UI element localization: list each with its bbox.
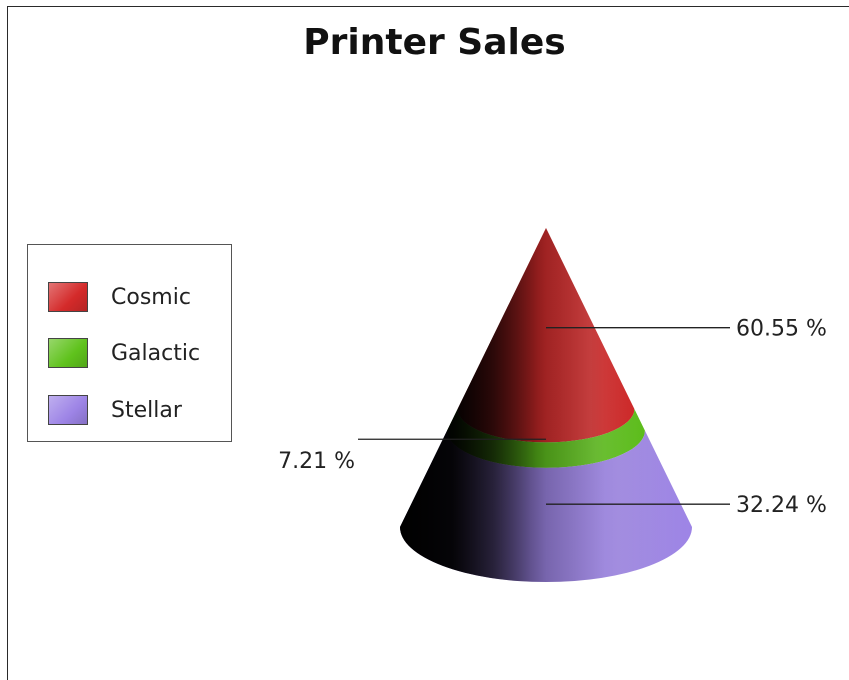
chart-title: Printer Sales <box>303 22 566 63</box>
data-label-galactic: 7.21 % <box>278 449 355 474</box>
legend: Cosmic Galactic Stellar <box>27 244 232 442</box>
data-label-stellar: 32.24 % <box>736 493 827 518</box>
legend-swatch-galactic <box>48 338 88 368</box>
legend-label-cosmic: Cosmic <box>111 284 191 310</box>
legend-swatch-cosmic <box>48 282 88 312</box>
data-label-cosmic: 60.55 % <box>736 317 827 342</box>
legend-label-galactic: Galactic <box>111 340 201 366</box>
legend-label-stellar: Stellar <box>111 397 182 423</box>
legend-item-galactic: Galactic <box>48 336 200 370</box>
legend-item-stellar: Stellar <box>48 393 182 427</box>
legend-item-cosmic: Cosmic <box>48 280 191 314</box>
legend-swatch-stellar <box>48 395 88 425</box>
cone-shading <box>400 228 692 582</box>
